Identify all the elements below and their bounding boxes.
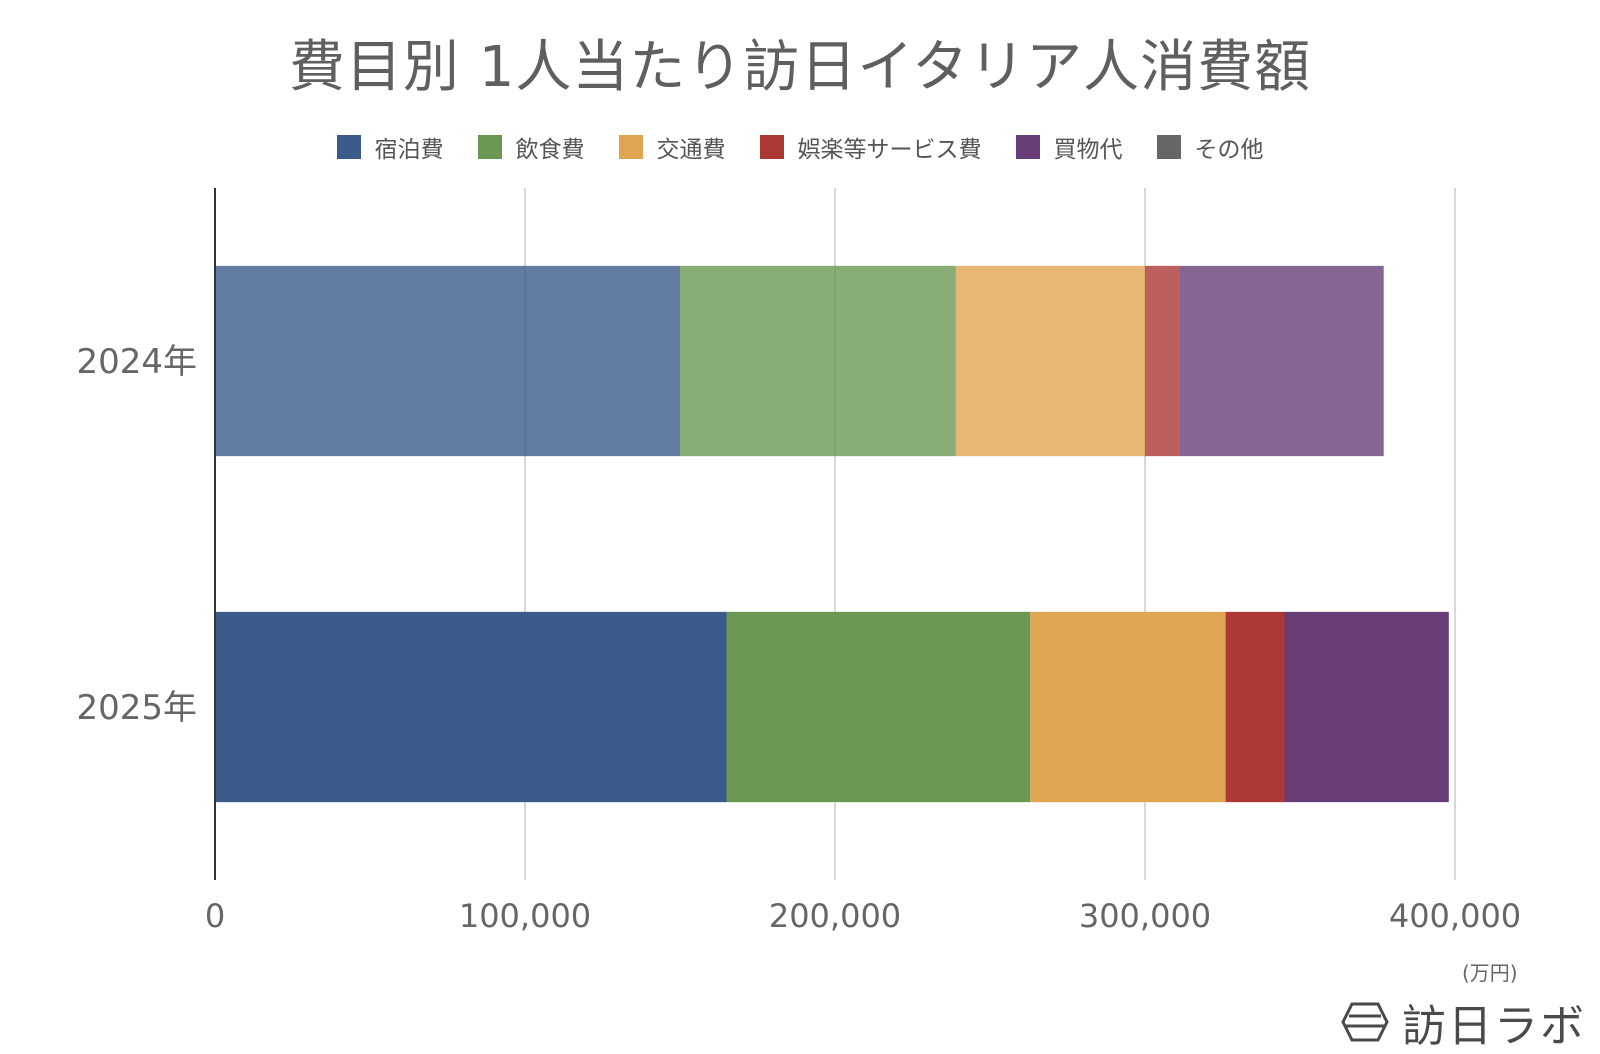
bar-segment bbox=[1179, 265, 1384, 457]
legend-item: 買物代 bbox=[1015, 130, 1123, 164]
x-tick-label: 100,000 bbox=[459, 897, 591, 935]
x-tick-label: 200,000 bbox=[769, 897, 901, 935]
legend-label: 宿泊費 bbox=[374, 137, 444, 163]
legend-swatch bbox=[759, 135, 784, 159]
legend-label: 交通費 bbox=[656, 137, 726, 163]
legend-swatch bbox=[477, 135, 502, 159]
legend-item: 宿泊費 bbox=[336, 130, 444, 164]
hexagon-logo-icon bbox=[1341, 1002, 1389, 1042]
x-tick-label: 400,000 bbox=[1389, 897, 1521, 935]
legend-item: その他 bbox=[1156, 130, 1264, 164]
category-label: 2025年 bbox=[76, 688, 197, 728]
chart-title: 費目別 1人当たり訪日イタリア人消費額 bbox=[288, 35, 1312, 100]
bar-segment bbox=[955, 265, 1145, 457]
legend-item: 飲食費 bbox=[477, 130, 585, 164]
bar-segment bbox=[215, 611, 727, 803]
bar-segment bbox=[1284, 611, 1449, 803]
legend-label: その他 bbox=[1194, 137, 1264, 163]
legend: 宿泊費 飲食費 交通費 娯楽等サービス費 買物代 その他 bbox=[0, 130, 1600, 164]
x-tick-label: 300,000 bbox=[1079, 897, 1211, 935]
bar-segment bbox=[1225, 611, 1285, 803]
legend-label: 飲食費 bbox=[515, 137, 585, 163]
legend-swatch bbox=[618, 135, 643, 159]
bar-segment bbox=[1145, 265, 1180, 457]
brand-name: 訪日ラボ bbox=[1402, 1001, 1586, 1052]
legend-item: 娯楽等サービス費 bbox=[759, 130, 982, 164]
category-label: 2024年 bbox=[76, 342, 197, 382]
legend-label: 買物代 bbox=[1053, 137, 1123, 163]
brand: 訪日ラボ bbox=[1340, 990, 1586, 1054]
legend-item: 交通費 bbox=[618, 130, 726, 164]
legend-label: 娯楽等サービス費 bbox=[797, 137, 982, 163]
unit-label: (万円) bbox=[1462, 961, 1518, 985]
bar-segment bbox=[1030, 611, 1226, 803]
x-tick-label: 0 bbox=[205, 897, 225, 935]
legend-swatch bbox=[1156, 135, 1181, 159]
legend-swatch bbox=[336, 135, 361, 159]
bar-segment bbox=[215, 265, 680, 457]
legend-swatch bbox=[1015, 135, 1040, 159]
bar-segment bbox=[680, 265, 956, 457]
bar-segment bbox=[726, 611, 1031, 803]
